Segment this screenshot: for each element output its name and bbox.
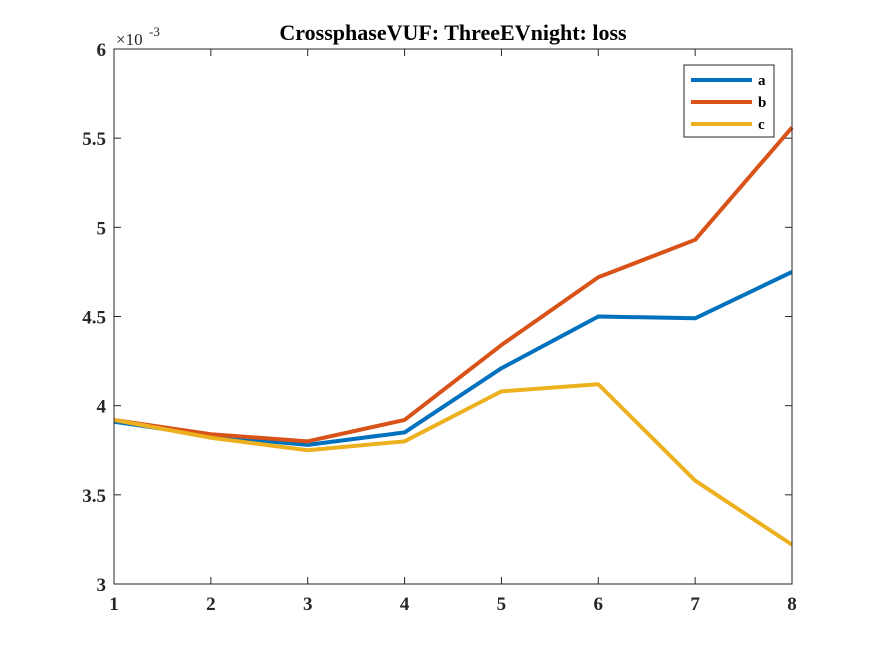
- x-tick-label: 2: [206, 594, 216, 615]
- x-tick-label: 1: [109, 594, 119, 615]
- y-tick-label: 3.5: [82, 486, 106, 507]
- y-scale-exponent: -3: [149, 24, 160, 39]
- x-tick-label: 5: [497, 594, 507, 615]
- y-tick-label: 5.5: [82, 129, 106, 150]
- y-tick-label: 4: [97, 397, 107, 418]
- y-tick-label: 4.5: [82, 308, 106, 329]
- x-tick-label: 4: [400, 594, 410, 615]
- y-tick-label: 6: [97, 40, 107, 61]
- x-tick-label: 6: [594, 594, 604, 615]
- y-tick-label: 3: [97, 575, 107, 596]
- series-line-a: [113, 270, 793, 447]
- y-tick-label: 5: [97, 218, 107, 239]
- chart-title: CrossphaseVUF: ThreeEVnight: loss: [279, 20, 627, 45]
- legend-label-c: c: [758, 117, 765, 133]
- plot-area: 1 2 3 4 5 6 7 8 3 3.5 4 4.5 5 5.5 6: [82, 40, 797, 615]
- y-scale-factor-label: ×10: [116, 30, 143, 49]
- legend-label-b: b: [758, 95, 766, 111]
- y-axis-exponent: ×10 -3: [116, 24, 160, 49]
- x-tick-label: 8: [787, 594, 797, 615]
- series-line-b: [113, 126, 794, 444]
- x-tick-label: 7: [690, 594, 700, 615]
- legend: abc: [683, 64, 775, 138]
- series-line-c: [113, 382, 794, 547]
- x-tick-label: 3: [303, 594, 313, 615]
- legend-label-a: a: [758, 73, 766, 89]
